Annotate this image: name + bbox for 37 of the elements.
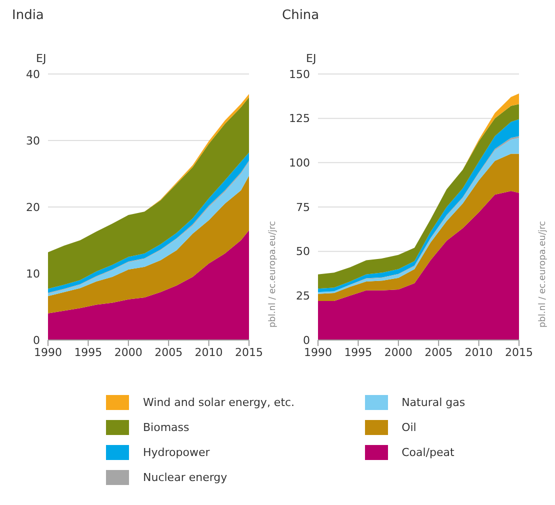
y-axis-title: EJ	[36, 52, 46, 65]
x-tick-label: 1990	[34, 346, 62, 359]
y-axis-title: EJ	[306, 52, 316, 65]
y-tick-label: 30	[26, 134, 40, 148]
y-tick-label: 0	[33, 334, 40, 347]
x-tick-label: 1990	[304, 346, 332, 359]
chart-title: India	[11, 8, 45, 25]
legend-label: Coal/peat	[402, 446, 454, 459]
x-tick-label: 2000	[114, 346, 142, 359]
x-tick-label: 2015	[235, 346, 263, 359]
x-tick-label: 2010	[464, 346, 493, 359]
x-tick-label: 2005	[154, 346, 183, 359]
y-tick-label: 125	[289, 112, 310, 126]
text: pbl.nl / ec.europa.eu/jrc	[538, 221, 548, 328]
y-tick-label: 25	[296, 290, 310, 303]
chart-title: China	[281, 8, 320, 25]
y-tick-label: 0	[303, 334, 310, 347]
x-tick-label: 2005	[424, 346, 453, 359]
y-tick-label: 20	[26, 200, 40, 214]
x-tick-label: 2000	[384, 346, 412, 359]
legend-label: Wind and solar energy, etc.	[143, 396, 295, 409]
x-tick-label: 1995	[344, 346, 372, 359]
y-tick-label: 150	[289, 68, 310, 81]
x-tick-label: 2015	[505, 346, 533, 359]
legend-label: Natural gas	[402, 396, 466, 409]
x-tick-label: 1995	[74, 346, 102, 359]
legend-label: Oil	[402, 421, 416, 434]
x-tick-label: 2010	[194, 346, 223, 359]
y-tick-label: 40	[26, 68, 40, 81]
y-tick-label: 100	[289, 156, 310, 170]
y-tick-label: 75	[296, 200, 310, 214]
text: pbl.nl / ec.europa.eu/jrc	[268, 221, 278, 328]
y-tick-label: 50	[296, 245, 310, 258]
legend-label: Biomass	[143, 421, 190, 434]
y-tick-label: 10	[26, 267, 40, 280]
legend-label: Nuclear energy	[143, 471, 228, 484]
legend-label: Hydropower	[143, 446, 210, 459]
